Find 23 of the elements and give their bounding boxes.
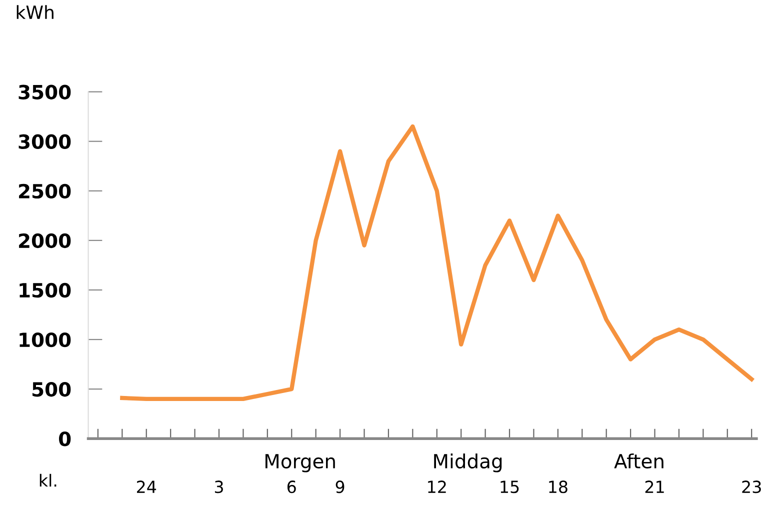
x-tick-label: 3 [214,480,223,494]
x-tick-label: 6 [287,480,296,494]
text: Morgen [266,454,335,472]
y-tick-label: 1500 [20,282,71,298]
y-tick-label: 3000 [18,134,71,150]
y-tick-label: 2500 [19,184,71,199]
x-tick-label: 9 [336,480,344,494]
x-tick-label: 18 [549,480,568,494]
x-tick-label: 24 [136,480,156,493]
text: kl. [40,474,56,487]
x-tick-label: 12 [428,480,446,493]
y-tick-label: 2000 [19,233,71,248]
y-axis-title: kWh [16,5,54,19]
y-tick-label: 3500 [18,84,71,100]
x-tick-label: 15 [500,480,519,494]
text: Aften [614,453,664,469]
y-tick-label: 0 [59,432,71,446]
y-tick-label: 1000 [20,332,71,348]
text: Middag [434,453,502,472]
line-series [120,124,754,402]
x-tick-label: 23 [742,480,761,494]
x-tick-label: 21 [645,480,664,493]
y-tick-label: 500 [32,382,71,397]
